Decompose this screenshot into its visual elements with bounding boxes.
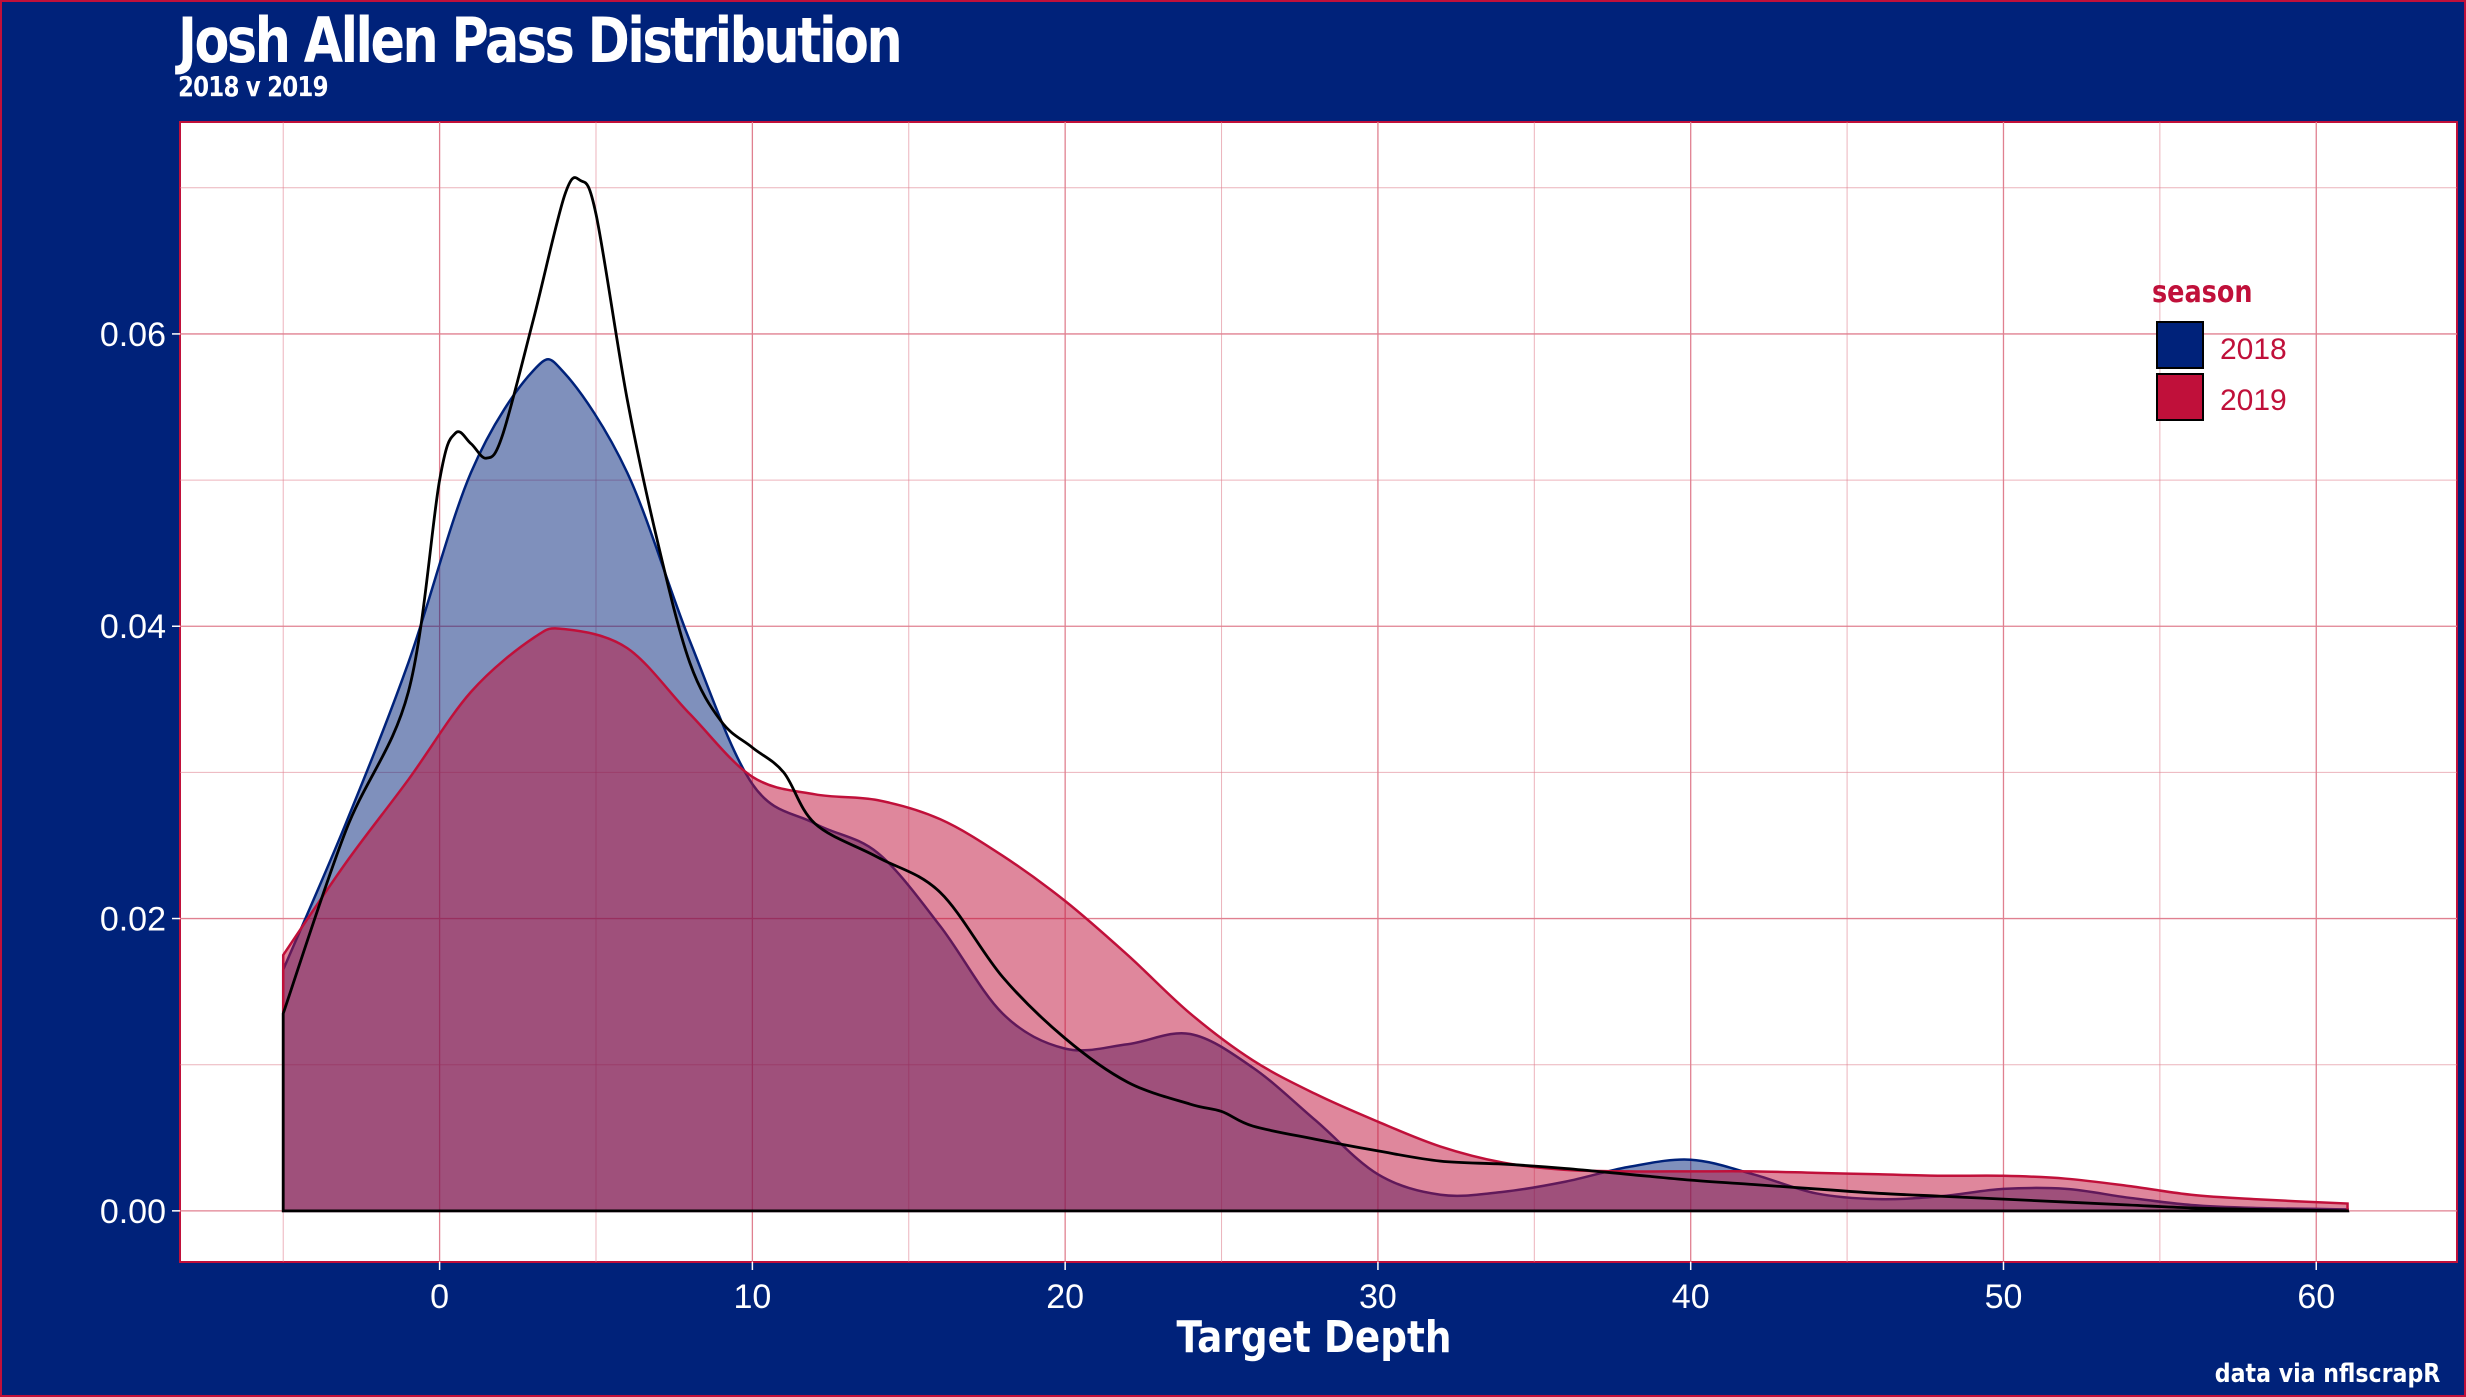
y-axis: 0.00 0.02 0.04 0.06	[100, 316, 180, 1231]
y-tick-label: 0.00	[100, 1193, 166, 1231]
legend-title: season	[2152, 274, 2252, 310]
legend-key-2019	[2156, 373, 2204, 421]
x-tick-label: 20	[1046, 1278, 1084, 1316]
y-tick-label: 0.06	[100, 316, 166, 354]
density-line-overall	[281, 176, 2348, 1213]
x-axis-title: Target Depth	[1176, 1311, 1451, 1363]
x-tick-label: 50	[1985, 1278, 2023, 1316]
x-tick-label: 40	[1672, 1278, 1710, 1316]
x-tick-label: 60	[2297, 1278, 2335, 1316]
legend-label-2019: 2019	[2220, 384, 2287, 417]
legend: season 2018 2019	[2152, 274, 2287, 421]
x-tick-label: 10	[733, 1278, 771, 1316]
x-tick-label: 0	[430, 1278, 449, 1316]
chart-subtitle: 2018 v 2019	[178, 70, 329, 103]
y-tick-label: 0.04	[100, 608, 166, 646]
x-tick-label: 30	[1359, 1278, 1397, 1316]
y-tick-label: 0.02	[100, 901, 166, 939]
chart-title: Josh Allen Pass Distribution	[178, 4, 903, 77]
density-areas	[281, 176, 2349, 1213]
legend-key-2018	[2156, 321, 2204, 369]
data-source-caption: data via nflscrapR	[2214, 1359, 2440, 1389]
density-area-2019	[281, 627, 2349, 1213]
x-axis: 0 10 20 30 40 50 60	[430, 1262, 2335, 1316]
legend-label-2018: 2018	[2220, 333, 2287, 366]
